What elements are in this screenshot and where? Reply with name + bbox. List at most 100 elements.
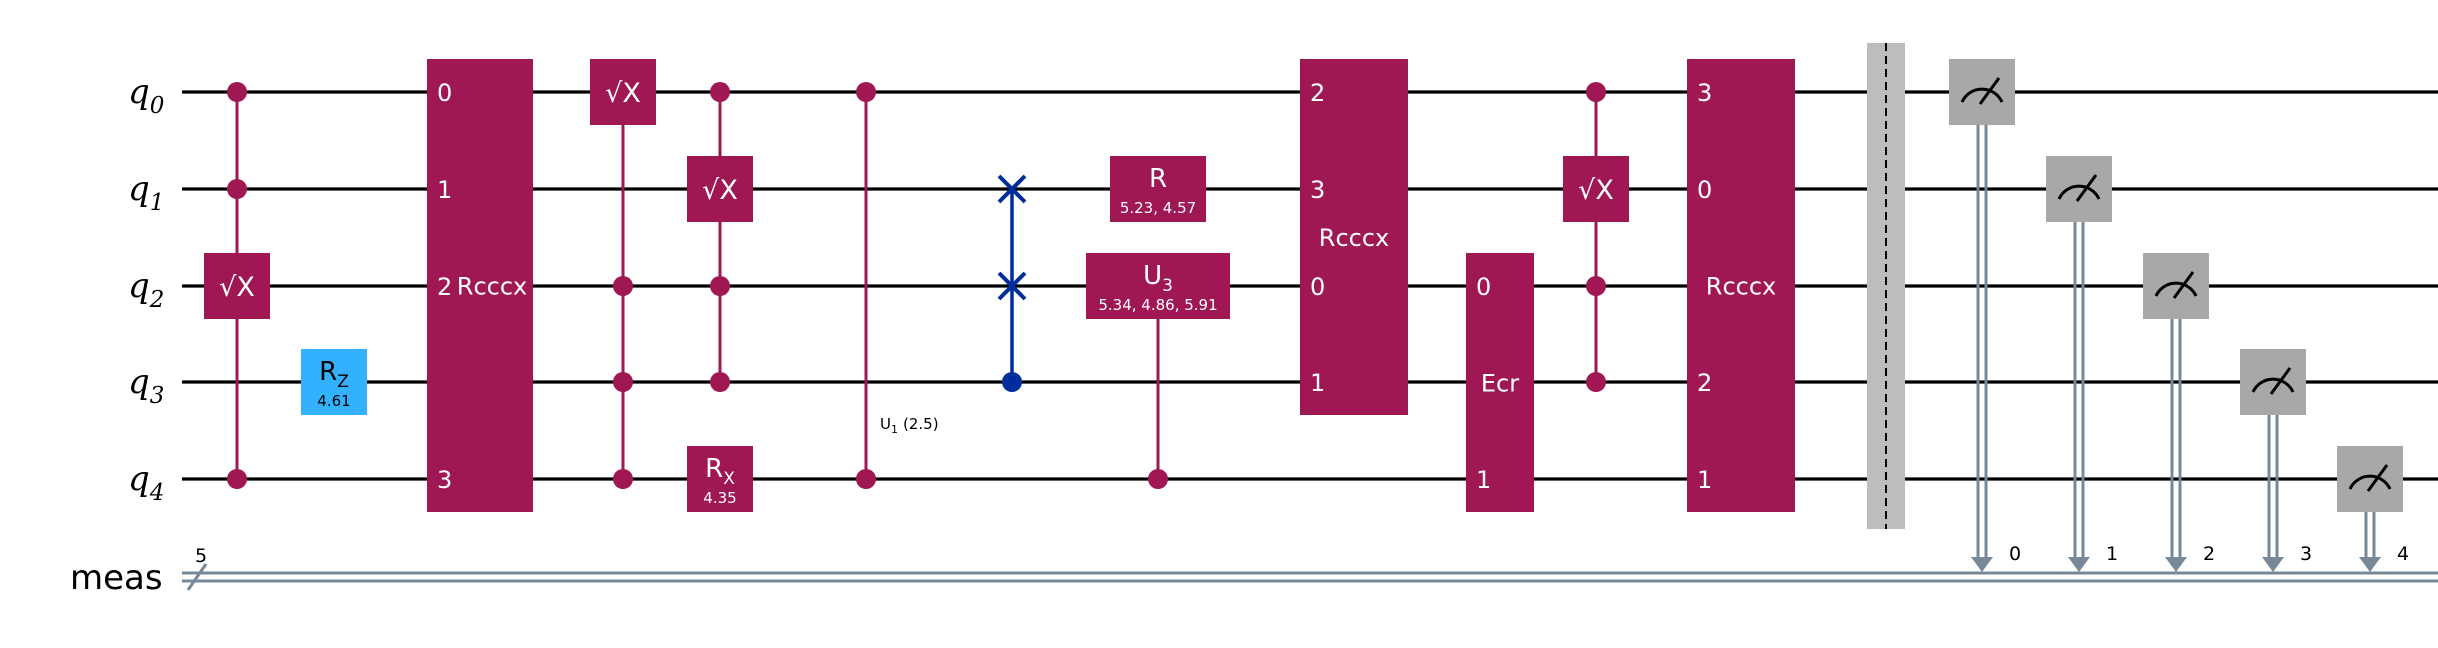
classical-register-label: meas xyxy=(70,558,163,598)
cu1-0-label-main: U xyxy=(880,415,891,433)
rcccx-0-label: Rcccx xyxy=(457,273,527,301)
cswap-0 xyxy=(997,174,1027,392)
qubit-label-2: q2 xyxy=(128,266,164,313)
meter-arc-icon xyxy=(2154,281,2198,297)
csx-0-label: √X xyxy=(219,272,255,303)
csx-1-box xyxy=(590,59,656,125)
csx-0: √X xyxy=(204,82,270,489)
cu1-0: U1 (2.5) xyxy=(856,82,939,489)
measure-0-arrowhead xyxy=(1971,557,1993,572)
meter-arc-icon xyxy=(1960,87,2004,103)
cu3-0-param: 5.34, 4.86, 5.91 xyxy=(1098,296,1217,314)
meter-needle-icon xyxy=(2172,271,2195,299)
csx-1: √X xyxy=(590,59,656,489)
rcccx-1: 2 3 0 1 Rcccx xyxy=(1300,59,1408,415)
meter-arc-icon xyxy=(2348,474,2392,490)
qubit-label-name: q xyxy=(128,459,150,499)
classical-register: 5 meas xyxy=(70,545,2438,598)
rz-0-label-subscript: Z xyxy=(337,372,349,392)
meter-needle-icon xyxy=(2075,174,2098,202)
r-0-box xyxy=(1110,156,1206,222)
cu3-0-label-main: U xyxy=(1143,261,1162,291)
csx-3: √X xyxy=(1563,82,1629,392)
measure-3-arrowhead xyxy=(2262,557,2284,572)
cu3-0-box xyxy=(1086,253,1230,319)
csx-3-label-main: √X xyxy=(1578,175,1614,206)
csx-1-control-dot xyxy=(613,276,633,296)
rcccx-0-port-label: 1 xyxy=(437,176,452,204)
csx-0-box xyxy=(204,253,270,319)
rx-0-param: 4.35 xyxy=(703,489,736,507)
csx-1-control-dot xyxy=(613,469,633,489)
csx-2-label-main: √X xyxy=(702,175,738,206)
qubit-label-index: 0 xyxy=(150,93,165,119)
csx-3-control-dot xyxy=(1586,372,1606,392)
qubit-label-index: 3 xyxy=(150,383,165,409)
qubit-label-3: q3 xyxy=(128,362,164,409)
measure-2: 2 xyxy=(2143,253,2215,572)
rcccx-1-label: Rcccx xyxy=(1319,224,1389,252)
measure-3-bit-label: 3 xyxy=(2300,543,2312,565)
csx-3-box xyxy=(1563,156,1629,222)
meter-arc-icon xyxy=(2251,377,2295,393)
meter-needle-icon xyxy=(2366,464,2389,492)
rcccx-2: 3 0 2 1 Rcccx xyxy=(1687,59,1795,512)
csx-1-label: √X xyxy=(605,78,641,109)
rcccx-1-box xyxy=(1300,59,1408,415)
r-0-label-main: R xyxy=(1149,164,1167,194)
ecr-0-label: Ecr xyxy=(1481,370,1519,398)
rcccx-1-port-label: 0 xyxy=(1310,273,1325,301)
qubit-label-name: q xyxy=(128,169,150,209)
qubit-label-name: q xyxy=(128,362,150,402)
qubit-label-index: 1 xyxy=(150,190,165,216)
rx-0-box xyxy=(687,446,753,512)
measure-0-bit-label: 0 xyxy=(2009,543,2021,565)
meter-needle-icon xyxy=(1978,77,2001,105)
measure-1-box xyxy=(2046,156,2112,222)
rcccx-2-port-label: 2 xyxy=(1697,369,1712,397)
rcccx-0-port-label: 2 xyxy=(437,273,452,301)
classical-width-label: 5 xyxy=(195,545,207,567)
rcccx-0: 0 1 2 3 Rcccx xyxy=(427,59,533,512)
measure-2-box xyxy=(2143,253,2209,319)
rz-0-label: RZ xyxy=(319,357,349,392)
csx-2-label: √X xyxy=(702,175,738,206)
measure-4-box xyxy=(2337,446,2403,512)
measure-4: 4 xyxy=(2337,446,2409,572)
rx-0-label-subscript: X xyxy=(723,469,735,489)
rcccx-2-box xyxy=(1687,59,1795,512)
measure-1-arrowhead xyxy=(2068,557,2090,572)
qubit-label-1: q1 xyxy=(128,169,164,216)
cu1-0-control-dot xyxy=(856,469,876,489)
classical-bus-slash xyxy=(186,563,208,591)
rcccx-2-label: Rcccx xyxy=(1706,273,1776,301)
cu1-0-label: U1 (2.5) xyxy=(880,415,939,436)
ecr-0-port-label: 1 xyxy=(1476,466,1491,494)
rz-0: RZ4.61 xyxy=(301,349,367,415)
measure-2-arrowhead xyxy=(2165,557,2187,572)
cu1-0-param: (2.5) xyxy=(903,415,939,433)
csx-3-control-dot xyxy=(1586,82,1606,102)
measure-3-box xyxy=(2240,349,2306,415)
rx-0: RX4.35 xyxy=(687,446,753,512)
csx-2-control-dot xyxy=(710,372,730,392)
measure-1-bit-label: 1 xyxy=(2106,543,2118,565)
cu3-0: U35.34, 4.86, 5.91 xyxy=(1086,253,1230,489)
meter-arc-icon xyxy=(2057,184,2101,200)
csx-3-control-dot xyxy=(1586,276,1606,296)
measure-1: 1 xyxy=(2046,156,2118,572)
qubit-label-index: 2 xyxy=(149,287,165,313)
csx-2-control-dot xyxy=(710,276,730,296)
csx-2: √X xyxy=(687,82,753,392)
cswap-0-swap-cross-b xyxy=(997,271,1027,301)
csx-0-control-dot xyxy=(227,179,247,199)
r-0: R 5.23, 4.57 xyxy=(1110,156,1206,222)
measure-3: 3 xyxy=(2240,349,2312,572)
measure-2-bit-label: 2 xyxy=(2203,543,2215,565)
csx-3-label: √X xyxy=(1578,175,1614,206)
rcccx-2-port-label: 3 xyxy=(1697,79,1712,107)
meter-needle-icon xyxy=(2269,367,2292,395)
rcccx-1-port-label: 1 xyxy=(1310,369,1325,397)
rcccx-1-port-label: 3 xyxy=(1310,176,1325,204)
cu1-0-control-dot xyxy=(856,82,876,102)
